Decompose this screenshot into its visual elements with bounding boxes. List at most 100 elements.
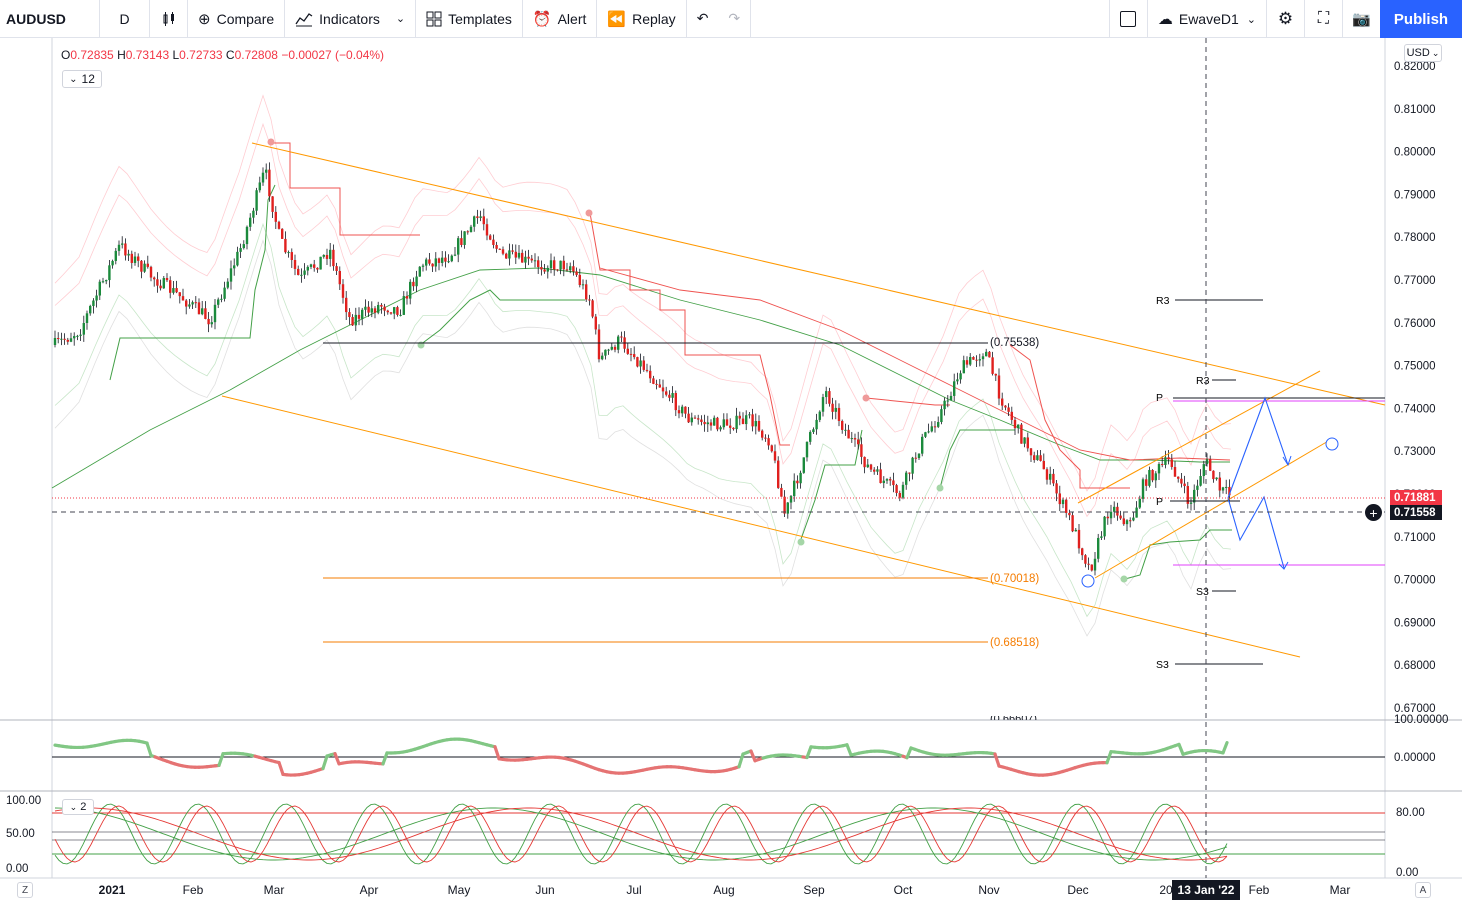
candle-body [354,314,357,326]
time-tick-label: Oct [894,883,913,897]
templates-button[interactable]: Templates [416,0,523,38]
candle-body [844,429,847,431]
candle-body [133,256,137,263]
candle-body [1023,437,1026,444]
undo-button[interactable]: ↶ [687,0,719,38]
candle-body [783,496,786,514]
candle-body [978,359,981,361]
candle-body [693,417,697,419]
settings-button[interactable]: ⚙ [1266,0,1304,38]
candle-body [389,312,393,314]
add-order-button[interactable]: + [1365,504,1382,521]
candle-body [706,422,709,425]
candle-body [268,169,271,197]
candle-body [997,375,1001,399]
sub-studies-toggle[interactable]: ⌄ 2 [62,799,94,815]
candle-body [799,472,802,484]
candle-body [69,338,73,342]
snapshot-button[interactable]: 📷 [1342,0,1380,38]
candle-body [1177,476,1180,479]
candle-body [975,359,978,361]
candle-body [620,336,623,338]
time-tick-label: 20 [1159,883,1173,897]
interval-button[interactable]: D [100,0,150,38]
fullscreen-toggle-button[interactable] [1108,0,1147,38]
publish-button[interactable]: Publish [1380,0,1462,38]
chart-type-button[interactable] [150,0,188,38]
candle-body [668,394,671,398]
candle-body [956,379,959,382]
candle-body [972,357,975,360]
replay-button[interactable]: ⏪ Replay [597,0,687,38]
candle-body [697,418,700,420]
candle-body [639,360,642,367]
osc2-k-slow [54,807,1228,861]
candle-body [418,266,421,277]
candle-body [373,308,377,313]
osc1-segment [905,746,913,760]
indicators-button[interactable]: Indicators ⌄ [285,0,417,38]
candle-body [175,288,178,293]
candle-body [773,451,777,461]
candle-body [146,263,149,267]
candle-body [1161,464,1164,466]
candle-body [338,270,341,285]
layout-button[interactable]: ☁ EwaveD1 ⌄ [1146,0,1266,38]
candle-body [1033,455,1036,461]
candle-body [498,248,501,250]
candle-body [677,410,681,414]
candle-body [265,169,268,173]
sub-study-count: 2 [80,801,87,813]
candle-body [300,274,303,276]
candle-body [1100,536,1103,538]
maximize-button[interactable]: ⛶ [1304,0,1342,38]
candle-body [306,266,309,271]
candle-body [629,353,633,355]
candle-body [665,391,668,395]
candle-body [933,426,937,428]
candle-body [287,252,290,254]
indicators-label: Indicators [319,10,380,27]
compare-button[interactable]: ⊕ Compare [188,0,286,38]
candle-body [1061,499,1065,505]
candle-body [57,338,60,340]
candle-body [1004,405,1007,408]
candle-body [242,244,245,249]
price-tick-label: 0.80000 [1394,147,1436,159]
auto-scale-button[interactable]: A [1415,882,1431,898]
candle-body [530,258,533,261]
projection-up-path [1227,396,1289,499]
candle-body [1045,469,1049,480]
candlestick-series [53,162,1231,576]
candle-body [581,284,585,286]
symbol-search[interactable]: AUDUSD [0,0,100,38]
candle-body [271,196,274,212]
candle-body [1186,486,1189,504]
alert-button[interactable]: ⏰ Alert [523,0,598,38]
candle-body [1138,498,1141,508]
open-label: O [61,48,71,62]
zoom-left-button[interactable]: Z [17,882,33,898]
cloud-icon: ☁ [1157,11,1173,28]
auto-scale-label: A [1419,884,1427,896]
osc1-segment [145,741,153,758]
pivot-s3-label: S3 [1156,659,1169,671]
candle-body [754,420,757,427]
candle-body [476,216,479,219]
price-tick-label: 0.70000 [1394,575,1436,587]
candle-body [1202,464,1205,477]
candle-body [943,400,946,410]
candle-body [501,249,505,254]
osc1-segment [493,745,501,761]
candle-body [1170,459,1173,467]
candle-body [316,267,319,270]
currency-selector[interactable]: USD ⌄ [1404,44,1442,62]
candle-body [601,355,604,360]
candle-body [82,323,85,335]
candle-body [1119,515,1122,519]
candle-body [421,265,425,267]
studies-toggle[interactable]: ⌄ 12 [62,70,102,88]
candle-body [626,348,629,354]
redo-button[interactable]: ↷ [719,0,751,38]
